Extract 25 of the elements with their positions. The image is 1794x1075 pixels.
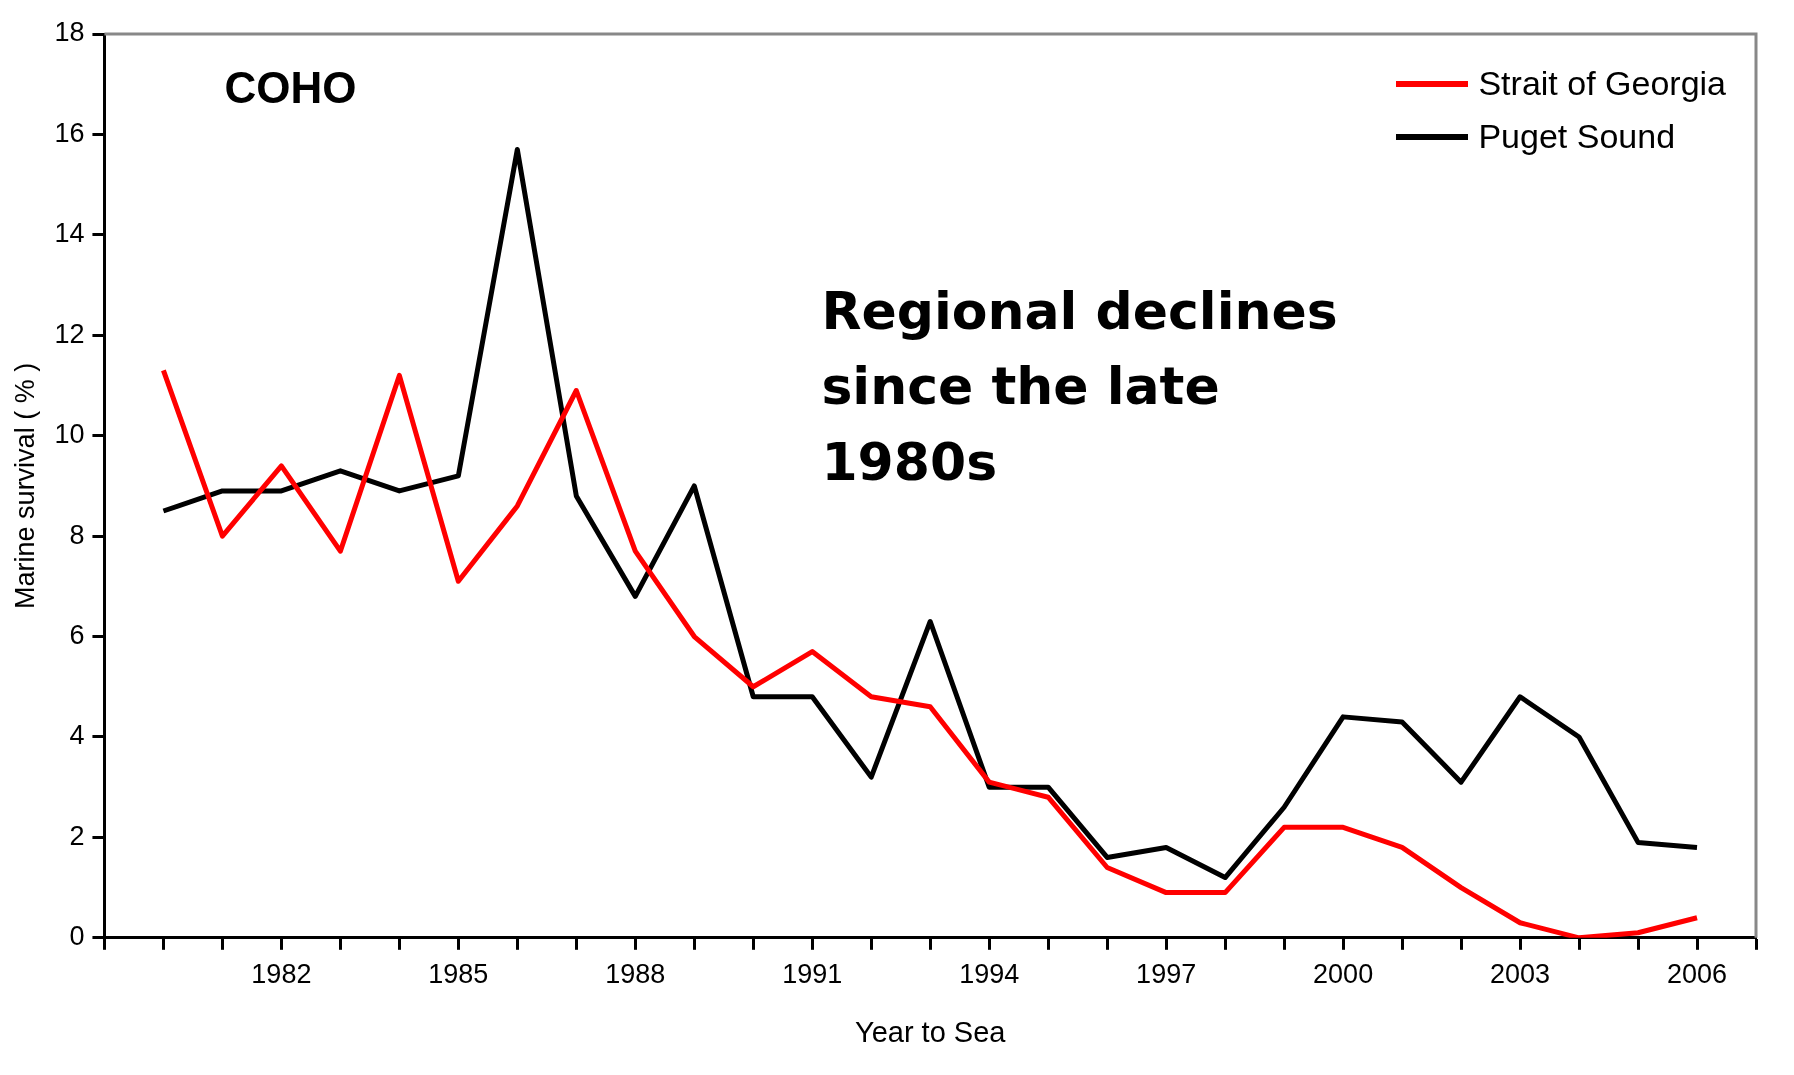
y-tick-label: 12 [54, 318, 85, 349]
y-tick-label: 14 [54, 218, 85, 249]
y-axis-title: Marine survival ( % ) [9, 362, 40, 609]
legend-label: Puget Sound [1478, 117, 1676, 156]
y-tick-label: 8 [69, 519, 85, 550]
y-tick-label: 2 [69, 820, 85, 851]
x-tick-label: 1991 [782, 959, 843, 990]
x-tick-label: 1997 [1136, 959, 1197, 990]
annotation: COHO [224, 62, 358, 114]
y-tick-label: 6 [69, 619, 85, 650]
y-tick-label: 0 [69, 921, 85, 952]
y-tick-label: 4 [69, 720, 85, 751]
y-tick-label: 18 [54, 17, 85, 48]
annotation: Regional declines since the late 1980s [821, 280, 1339, 494]
x-tick-label: 2006 [1666, 959, 1728, 990]
x-tick-label: 2003 [1490, 959, 1551, 990]
x-tick-label: 1994 [959, 959, 1020, 990]
y-tick-label: 10 [54, 419, 85, 450]
x-tick-label: 2000 [1313, 959, 1374, 990]
x-axis-title: Year to Sea [854, 1015, 1007, 1048]
y-tick-label: 16 [54, 117, 85, 148]
x-tick-label: 1988 [605, 959, 666, 990]
x-tick-label: 1985 [428, 959, 489, 990]
x-tick-label: 1982 [251, 959, 312, 990]
legend-label: Strait of Georgia [1478, 64, 1726, 103]
